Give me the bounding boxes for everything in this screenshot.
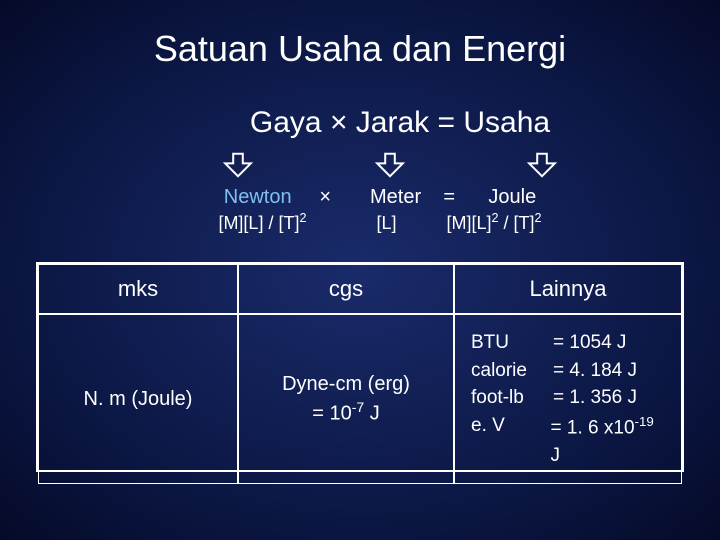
lainnya-val: = 1. 356 J (553, 384, 637, 412)
table-cell-cgs: Dyne-cm (erg) = 10-7 J (238, 314, 454, 484)
distance-dim: [L] (376, 213, 396, 233)
lainnya-key: e. V (471, 412, 551, 469)
main-equation: Gaya × Jarak = Usaha (80, 106, 720, 140)
units-table: mks cgs Lainnya N. m (Joule) Dyne-cm (er… (36, 262, 684, 472)
op-eq: = (443, 186, 455, 208)
cgs-line2: = 10-7 J (312, 398, 380, 428)
table-header-mks: mks (38, 264, 238, 314)
arrows-row (60, 152, 720, 178)
force-unit: Newton (224, 186, 292, 208)
lainnya-row: BTU = 1054 J (471, 329, 665, 357)
lainnya-key: foot-lb (471, 384, 553, 412)
table-cell-lainnya: BTU = 1054 J calorie = 4. 184 J foot-lb … (454, 314, 682, 484)
lainnya-key: BTU (471, 329, 553, 357)
arrow-down-icon (526, 152, 558, 178)
arrow-down-icon (222, 152, 254, 178)
lainnya-row: calorie = 4. 184 J (471, 357, 665, 385)
op-times: × (319, 186, 331, 208)
work-dim: [M][L]2 / [T]2 (447, 213, 542, 233)
dimension-names-row: Newton × Meter = Joule (40, 186, 720, 209)
dimension-formula-row: [M][L] / [T]2 [L] [M][L]2 / [T]2 (40, 211, 720, 234)
lainnya-val: = 4. 184 J (553, 357, 637, 385)
cgs-line1: Dyne-cm (erg) (282, 371, 410, 398)
arrow-down-icon (374, 152, 406, 178)
distance-unit: Meter (370, 186, 421, 208)
force-dim: [M][L] / [T]2 (218, 213, 306, 233)
lainnya-row: foot-lb = 1. 356 J (471, 384, 665, 412)
table-header-cgs: cgs (238, 264, 454, 314)
table-header-lainnya: Lainnya (454, 264, 682, 314)
lainnya-key: calorie (471, 357, 553, 385)
lainnya-val: = 1. 6 x10-19 J (551, 412, 665, 469)
page-title: Satuan Usaha dan Energi (0, 0, 720, 70)
lainnya-row: e. V = 1. 6 x10-19 J (471, 412, 665, 469)
lainnya-val: = 1054 J (553, 329, 626, 357)
work-unit: Joule (488, 186, 536, 208)
table-cell-mks: N. m (Joule) (38, 314, 238, 484)
